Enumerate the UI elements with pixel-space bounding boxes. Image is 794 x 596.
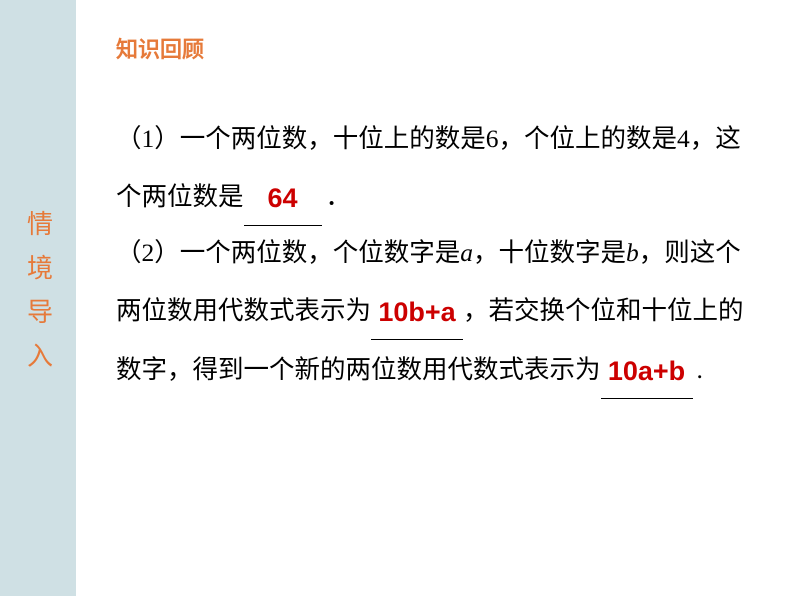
p2-seg5: . <box>697 355 703 384</box>
sidebar-label: 情境导入 <box>20 210 57 386</box>
p1-index: （1） <box>116 124 180 153</box>
section-heading: 知识回顾 <box>116 32 758 64</box>
p1-seg1: 一个两位数，十位上的数是6，个位上的数是4，这个两位数是 <box>116 124 741 211</box>
problem-1: （1）一个两位数，十位上的数是6，个位上的数是4，这个两位数是64 ． <box>116 112 758 226</box>
slide-page: 情境导入 知识回顾 （1）一个两位数，十位上的数是6，个位上的数是4，这个两位数… <box>0 0 794 596</box>
p2-answer-2: 10a+b <box>608 356 685 386</box>
p1-blank: 64 <box>244 167 322 226</box>
p2-var-b: b <box>626 238 639 267</box>
body-text: （1）一个两位数，十位上的数是6，个位上的数是4，这个两位数是64 ． （2）一个… <box>116 112 758 399</box>
p2-var-a: a <box>460 238 473 267</box>
content-area: 知识回顾 （1）一个两位数，十位上的数是6，个位上的数是4，这个两位数是64 ． … <box>76 0 794 596</box>
p1-seg2: ． <box>326 182 352 211</box>
p2-seg2: ，十位数字是 <box>473 238 626 267</box>
problem-2: （2）一个两位数，个位数字是a，十位数字是b，则这个两位数用代数式表示为10b+… <box>116 226 758 399</box>
p2-answer-1: 10b+a <box>378 297 455 327</box>
p2-index: （2） <box>116 238 180 267</box>
p2-blank-1: 10b+a <box>371 281 463 340</box>
p2-seg1: 一个两位数，个位数字是 <box>180 238 461 267</box>
sidebar: 情境导入 <box>0 0 76 596</box>
p2-blank-2: 10a+b <box>601 340 693 399</box>
p1-answer: 64 <box>267 183 297 213</box>
